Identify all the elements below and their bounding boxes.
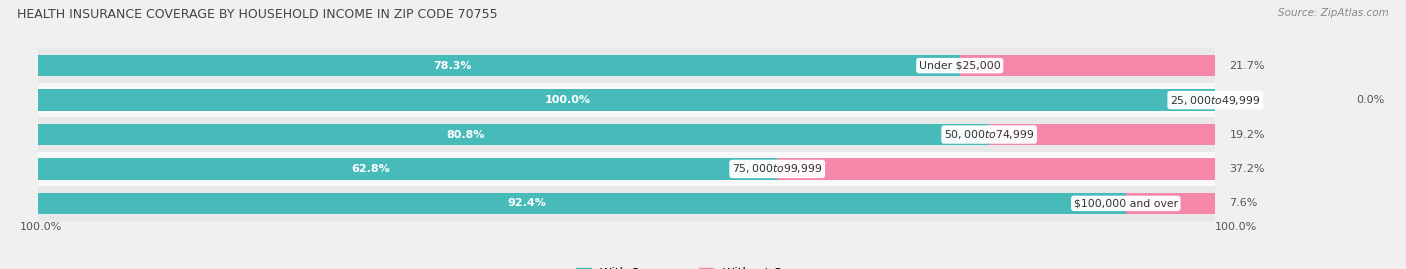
Text: Under $25,000: Under $25,000	[920, 61, 1001, 71]
Bar	[38, 48, 1215, 83]
Bar	[38, 89, 1215, 111]
Text: 100.0%: 100.0%	[1215, 222, 1257, 232]
Text: 7.6%: 7.6%	[1229, 198, 1258, 208]
Bar	[38, 55, 960, 76]
Bar	[38, 117, 1215, 152]
Text: 78.3%: 78.3%	[433, 61, 472, 71]
Bar	[38, 193, 1126, 214]
Text: 80.8%: 80.8%	[447, 129, 485, 140]
Text: $100,000 and over: $100,000 and over	[1074, 198, 1178, 208]
Text: 92.4%: 92.4%	[508, 198, 547, 208]
Bar	[38, 152, 1215, 186]
Bar	[990, 124, 1215, 145]
Text: 62.8%: 62.8%	[352, 164, 389, 174]
Text: Source: ZipAtlas.com: Source: ZipAtlas.com	[1278, 8, 1389, 18]
Text: HEALTH INSURANCE COVERAGE BY HOUSEHOLD INCOME IN ZIP CODE 70755: HEALTH INSURANCE COVERAGE BY HOUSEHOLD I…	[17, 8, 498, 21]
Bar	[38, 124, 990, 145]
Text: 37.2%: 37.2%	[1229, 164, 1265, 174]
Bar	[38, 83, 1215, 117]
Bar	[1126, 193, 1215, 214]
Text: 0.0%: 0.0%	[1357, 95, 1385, 105]
Bar	[38, 158, 778, 180]
Text: 100.0%: 100.0%	[20, 222, 62, 232]
Text: 19.2%: 19.2%	[1229, 129, 1265, 140]
Text: 100.0%: 100.0%	[544, 95, 591, 105]
Bar	[960, 55, 1215, 76]
Legend: With Coverage, Without Coverage: With Coverage, Without Coverage	[576, 267, 830, 269]
Text: $75,000 to $99,999: $75,000 to $99,999	[733, 162, 823, 175]
Text: $50,000 to $74,999: $50,000 to $74,999	[943, 128, 1035, 141]
Text: $25,000 to $49,999: $25,000 to $49,999	[1170, 94, 1260, 107]
Text: 21.7%: 21.7%	[1229, 61, 1265, 71]
Bar	[38, 186, 1215, 221]
Bar	[778, 158, 1215, 180]
